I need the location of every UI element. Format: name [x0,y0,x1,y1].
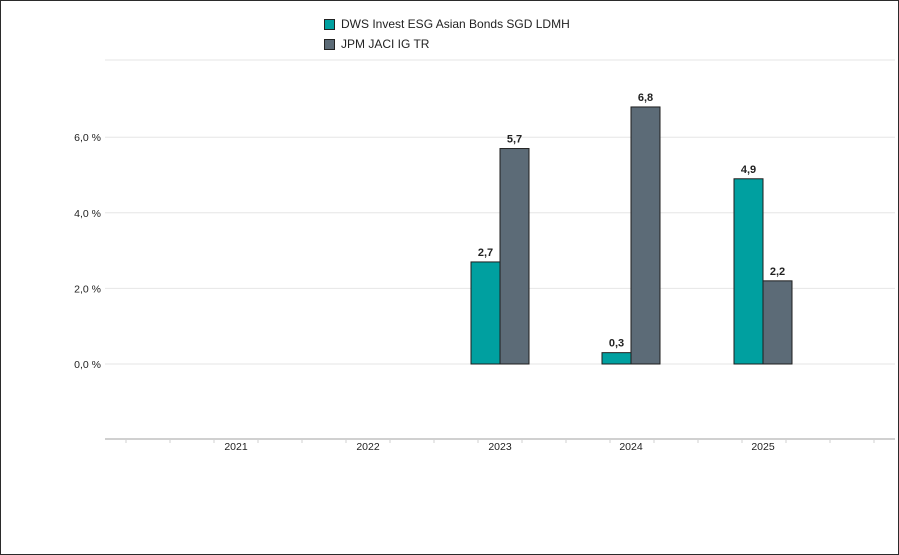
legend-item-series-2: JPM JACI IG TR [324,34,570,54]
bar-jpm-2024 [630,106,661,365]
data-label: 5,7 [507,134,522,146]
data-label: 6,8 [638,92,653,104]
data-label: 2,2 [770,266,785,278]
y-tick-label: 6,0 % [74,132,101,144]
y-tick-label: 0,0 % [74,359,101,371]
bar-jpm-2025 [762,280,793,365]
legend-swatch-series-1 [324,18,335,30]
legend-label-series-1: DWS Invest ESG Asian Bonds SGD LDMH [341,17,570,31]
x-tick-label: 2023 [488,441,512,453]
x-tick-label: 2024 [619,441,643,453]
data-label: 2,7 [478,247,493,259]
legend-item-series-1: DWS Invest ESG Asian Bonds SGD LDMH [324,14,570,34]
y-tick-label: 4,0 % [74,208,101,220]
data-label: 4,9 [741,164,756,176]
bar-dws-2023 [470,261,501,365]
chart-legend: DWS Invest ESG Asian Bonds SGD LDMH JPM … [324,14,570,54]
x-tick-label: 2025 [751,441,775,453]
legend-label-series-2: JPM JACI IG TR [341,37,430,51]
legend-swatch-series-2 [324,38,335,50]
data-label: 0,3 [609,338,624,350]
x-tick-label: 2022 [356,441,380,453]
x-tick-label: 2021 [224,441,248,453]
y-tick-label: 2,0 % [74,283,101,295]
bar-dws-2024 [601,352,632,365]
bar-dws-2025 [733,178,764,365]
bar-jpm-2023 [499,148,530,365]
